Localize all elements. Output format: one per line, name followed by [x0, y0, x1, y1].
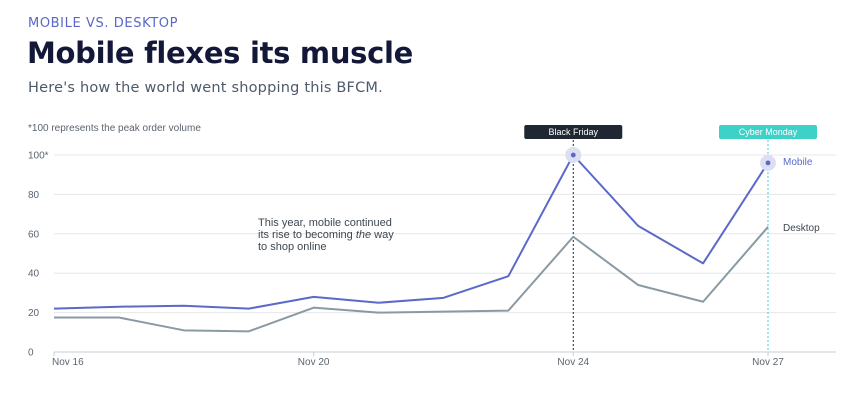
page-title: Mobile flexes its muscle — [27, 36, 414, 70]
page-subtitle: Here's how the world went shopping this … — [28, 80, 383, 96]
y-tick-label: 20 — [28, 308, 40, 319]
event-label: Black Friday — [549, 127, 599, 137]
annotation-line-1: This year, mobile continued — [258, 217, 392, 229]
annotation-line-3: to shop online — [258, 241, 327, 253]
y-tick-label: 40 — [28, 269, 40, 280]
y-tick-label: 0 — [28, 348, 34, 359]
y-tick-label: 80 — [28, 190, 40, 201]
series-label-mobile: Mobile — [783, 157, 813, 168]
x-tick-label: Nov 16 — [52, 357, 84, 368]
series-line-desktop — [54, 226, 769, 333]
annotation-line-2: its rise to becoming the way — [258, 229, 394, 241]
x-tick-label: Nov 20 — [298, 357, 330, 368]
data-point — [570, 152, 576, 158]
y-tick-label: 60 — [28, 229, 40, 240]
event-label-pill — [719, 125, 817, 139]
x-tick-label: Nov 24 — [557, 357, 589, 368]
x-tick-label: Nov 27 — [752, 357, 784, 368]
event-label-pill — [524, 125, 623, 139]
data-point — [765, 160, 771, 166]
y-tick-label: 100* — [28, 151, 49, 162]
series-label-desktop: Desktop — [783, 223, 820, 234]
series-line-mobile — [53, 154, 769, 310]
chart-note: *100 represents the peak order volume — [28, 123, 201, 134]
eyebrow-label: MOBILE VS. DESKTOP — [28, 16, 179, 31]
event-label: Cyber Monday — [739, 127, 798, 137]
